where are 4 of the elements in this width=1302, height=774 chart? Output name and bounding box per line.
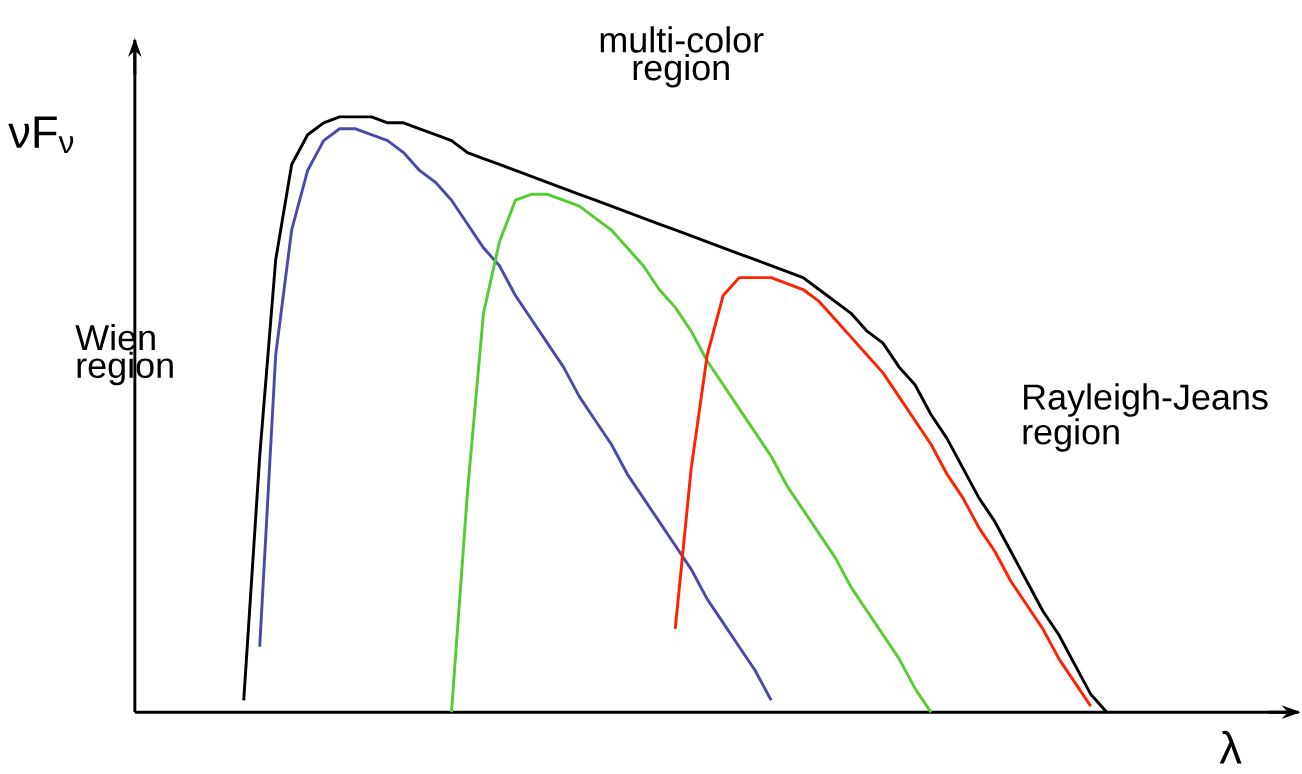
annotation: Rayleigh-Jeans region: [1023, 383, 1268, 452]
x-axis-title: λ: [1219, 730, 1242, 764]
text: multi-color region: [600, 26, 764, 88]
y-axis-title: νF$_{ν}$: [8, 116, 74, 154]
